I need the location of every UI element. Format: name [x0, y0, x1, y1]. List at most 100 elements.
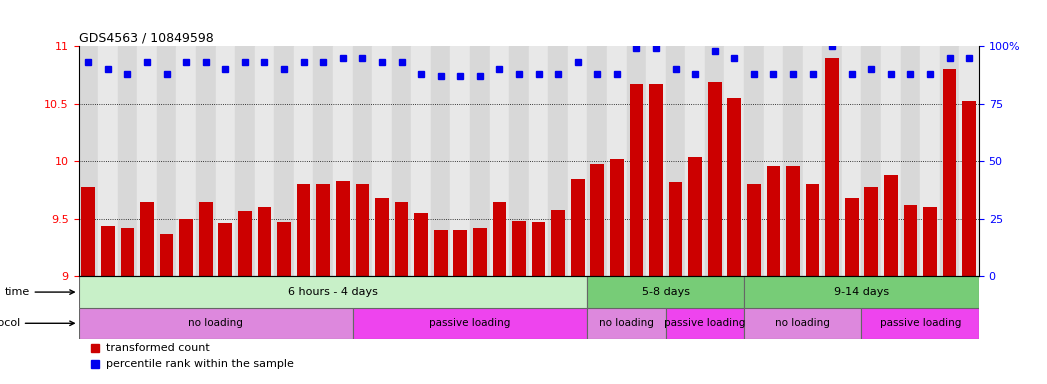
Bar [610, 159, 624, 276]
Text: time: time [4, 287, 74, 297]
Bar [728, 98, 741, 276]
Bar [882, 46, 900, 276]
Bar [766, 166, 780, 276]
Bar [415, 213, 428, 276]
Bar [865, 187, 878, 276]
Bar [725, 46, 744, 276]
Bar [587, 308, 666, 339]
Text: 5-8 days: 5-8 days [642, 287, 690, 297]
Bar [862, 46, 882, 276]
Text: no loading: no loading [188, 318, 243, 328]
Bar [705, 46, 725, 276]
Bar [904, 205, 917, 276]
Bar [649, 84, 663, 276]
Bar [372, 46, 392, 276]
Bar [669, 182, 683, 276]
Bar [571, 179, 584, 276]
Bar [199, 202, 213, 276]
Text: passive loading: passive loading [664, 318, 745, 328]
Bar [117, 46, 137, 276]
Bar [884, 175, 897, 276]
Bar [176, 46, 196, 276]
Bar [101, 226, 115, 276]
Bar [803, 46, 822, 276]
Bar [313, 46, 333, 276]
Bar [607, 46, 626, 276]
Bar [763, 46, 783, 276]
Bar [920, 46, 940, 276]
Bar [353, 308, 587, 339]
Bar [277, 222, 291, 276]
Bar [353, 46, 372, 276]
Bar [219, 223, 232, 276]
Bar [79, 308, 353, 339]
Bar [549, 46, 567, 276]
Bar [666, 46, 686, 276]
Text: percentile rank within the sample: percentile rank within the sample [106, 359, 293, 369]
Bar [316, 184, 330, 276]
Bar [529, 46, 549, 276]
Bar [433, 230, 447, 276]
Bar [375, 198, 388, 276]
Bar [157, 46, 176, 276]
Bar [959, 46, 979, 276]
Bar [862, 308, 979, 339]
Bar [79, 276, 587, 308]
Bar [120, 228, 134, 276]
Bar [140, 202, 154, 276]
Bar [688, 157, 701, 276]
Bar [822, 46, 842, 276]
Bar [806, 184, 820, 276]
Bar [646, 46, 666, 276]
Bar [336, 181, 350, 276]
Bar [160, 234, 174, 276]
Text: passive loading: passive loading [429, 318, 511, 328]
Bar [845, 198, 859, 276]
Bar [744, 276, 979, 308]
Bar [783, 46, 803, 276]
Bar [296, 184, 311, 276]
Bar [492, 202, 507, 276]
Bar [842, 46, 862, 276]
Bar [453, 230, 467, 276]
Text: protocol: protocol [0, 318, 74, 328]
Bar [98, 46, 117, 276]
Text: no loading: no loading [599, 318, 654, 328]
Bar [450, 46, 470, 276]
Bar [79, 46, 98, 276]
Bar [179, 219, 193, 276]
Bar [962, 101, 976, 276]
Bar [274, 46, 294, 276]
Bar [254, 46, 274, 276]
Bar [551, 210, 565, 276]
Bar [258, 207, 271, 276]
Bar [900, 46, 920, 276]
Bar [923, 207, 937, 276]
Bar [940, 46, 959, 276]
Bar [512, 221, 526, 276]
Text: 9-14 days: 9-14 days [834, 287, 889, 297]
Text: 6 hours - 4 days: 6 hours - 4 days [288, 287, 378, 297]
Bar [82, 187, 95, 276]
Bar [786, 166, 800, 276]
Bar [532, 222, 545, 276]
Bar [356, 184, 370, 276]
Bar [686, 46, 705, 276]
Bar [626, 46, 646, 276]
Text: GDS4563 / 10849598: GDS4563 / 10849598 [79, 32, 214, 45]
Bar [490, 46, 509, 276]
Bar [942, 69, 957, 276]
Bar [333, 46, 353, 276]
Bar [411, 46, 431, 276]
Bar [629, 84, 643, 276]
Bar [216, 46, 236, 276]
Bar [567, 46, 587, 276]
Bar [747, 184, 761, 276]
Bar [294, 46, 313, 276]
Bar [395, 202, 408, 276]
Bar [473, 228, 487, 276]
Bar [744, 308, 862, 339]
Bar [238, 211, 251, 276]
Bar [708, 82, 721, 276]
Bar [587, 46, 607, 276]
